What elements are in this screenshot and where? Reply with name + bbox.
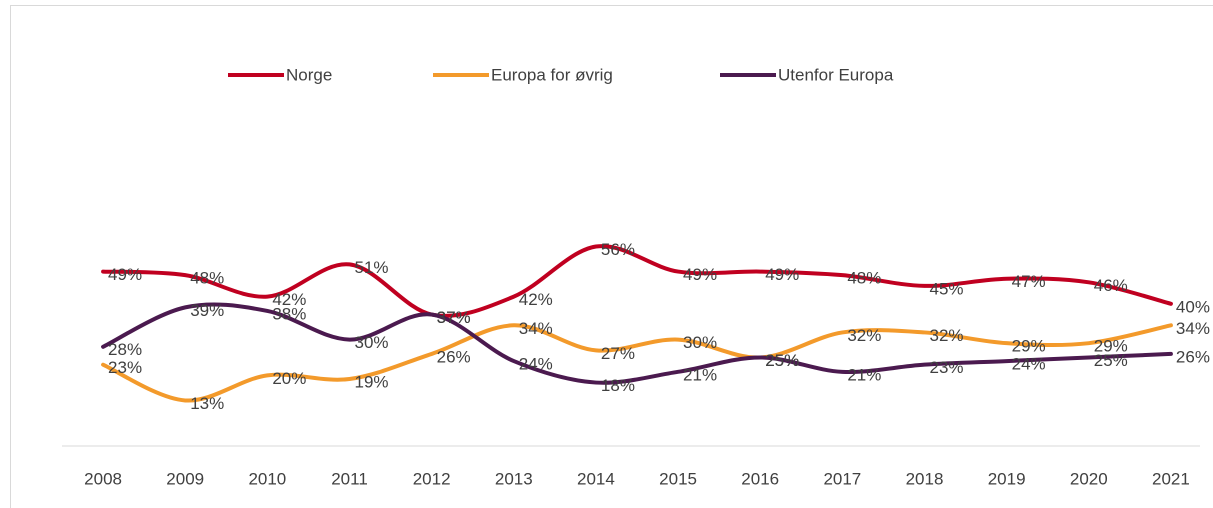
data-label: 56% [601,240,635,259]
x-tick-label: 2020 [1070,469,1108,488]
data-label: 39% [190,301,224,320]
data-label: 29% [1094,337,1128,356]
x-tick-label: 2021 [1152,469,1190,488]
data-label: 37% [437,308,471,327]
chart-frame [10,5,1213,508]
data-label: 19% [354,372,388,391]
x-tick-label: 2011 [331,469,368,488]
data-label: 48% [190,269,224,288]
data-label: 25% [1094,351,1128,370]
data-label: 28% [108,340,142,359]
data-label: 25% [765,351,799,370]
data-label: 21% [683,365,717,384]
data-label: 46% [1094,276,1128,295]
data-label: 30% [683,333,717,352]
x-tick-label: 2008 [84,469,122,488]
data-label: 18% [601,376,635,395]
x-tick-label: 2019 [988,469,1026,488]
x-tick-label: 2013 [495,469,533,488]
data-label: 21% [847,365,881,384]
x-tick-label: 2015 [659,469,697,488]
data-label: 40% [1176,297,1210,316]
data-label: 23% [929,358,963,377]
data-label: 51% [354,258,388,277]
x-tick-label: 2017 [823,469,861,488]
data-label: 24% [1012,355,1046,374]
x-tick-label: 2018 [906,469,944,488]
data-label: 32% [929,326,963,345]
data-label: 20% [272,369,306,388]
data-label: 27% [601,344,635,363]
data-label: 24% [519,355,553,374]
legend-label: Europa for øvrig [491,65,613,84]
data-label: 34% [519,319,553,338]
series-line [101,244,1173,318]
data-label: 13% [190,394,224,413]
data-label: 38% [272,304,306,323]
data-label: 32% [847,326,881,345]
data-label: 45% [929,279,963,298]
data-label: 34% [1176,319,1210,338]
data-label: 49% [683,265,717,284]
legend-label: Utenfor Europa [778,65,894,84]
data-label: 42% [272,290,306,309]
data-label: 47% [1012,272,1046,291]
legend-label: Norge [286,65,332,84]
data-label: 49% [765,265,799,284]
series-line [101,323,1173,403]
x-tick-label: 2012 [413,469,451,488]
x-tick-label: 2010 [248,469,286,488]
x-tick-label: 2009 [166,469,204,488]
x-tick-label: 2014 [577,469,615,488]
data-label: 30% [354,333,388,352]
data-label: 25% [765,351,799,370]
data-label: 23% [108,358,142,377]
data-label: 26% [437,347,471,366]
data-label: 29% [1012,337,1046,356]
series-line [101,302,1173,385]
data-label: 49% [108,265,142,284]
data-label: 48% [847,269,881,288]
data-label: 37% [437,308,471,327]
data-label: 26% [1176,347,1210,366]
x-tick-label: 2016 [741,469,779,488]
data-label: 42% [519,290,553,309]
